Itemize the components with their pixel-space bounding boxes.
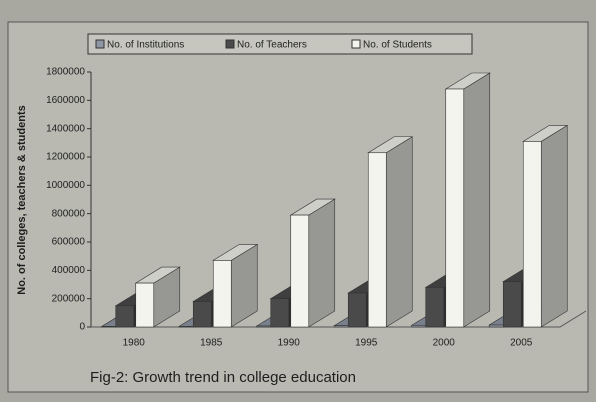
x-tick-label: 1995 [355, 338, 378, 349]
bar-side [540, 124, 568, 328]
legend-label: No. of Students [363, 40, 432, 51]
bar [522, 141, 542, 328]
y-tick-label: 600000 [52, 237, 86, 248]
legend-label: No. of Institutions [107, 40, 184, 51]
x-tick-label: 1980 [123, 338, 146, 349]
bar [115, 305, 135, 328]
y-tick-label: 1000000 [46, 180, 85, 191]
x-tick-label: 1990 [278, 338, 301, 349]
bar [212, 260, 232, 328]
y-tick-label: 1200000 [46, 152, 85, 163]
x-tick-label: 1985 [200, 338, 223, 349]
bar [502, 281, 522, 328]
bar [270, 298, 290, 328]
legend-swatch [351, 39, 361, 49]
y-tick-label: 1600000 [46, 95, 85, 106]
bar [135, 282, 155, 328]
legend-label: No. of Teachers [237, 40, 307, 51]
y-tick-label: 0 [79, 322, 85, 333]
bar [192, 301, 212, 328]
bar [347, 292, 367, 328]
bar [425, 287, 445, 328]
y-tick-label: 1800000 [46, 67, 85, 78]
chart-title: Fig-2: Growth trend in college education [90, 369, 356, 386]
bar-side [308, 198, 336, 328]
legend-box [87, 33, 473, 55]
floor [91, 310, 587, 328]
bar-side [385, 136, 413, 328]
legend-swatch [225, 39, 235, 49]
x-tick-label: 2005 [510, 338, 533, 349]
y-tick-label: 200000 [52, 293, 86, 304]
y-tick-label: 1400000 [46, 123, 85, 134]
y-tick-label: 400000 [52, 265, 86, 276]
bar-side [463, 72, 491, 328]
y-tick-label: 800000 [52, 208, 86, 219]
bar [445, 88, 465, 328]
bar [290, 214, 310, 328]
bar [367, 152, 387, 328]
legend-swatch [95, 39, 105, 49]
x-tick-label: 2000 [433, 338, 456, 349]
chart-frame [7, 21, 589, 393]
y-axis-label: No. of colleges, teachers & students [16, 105, 28, 295]
